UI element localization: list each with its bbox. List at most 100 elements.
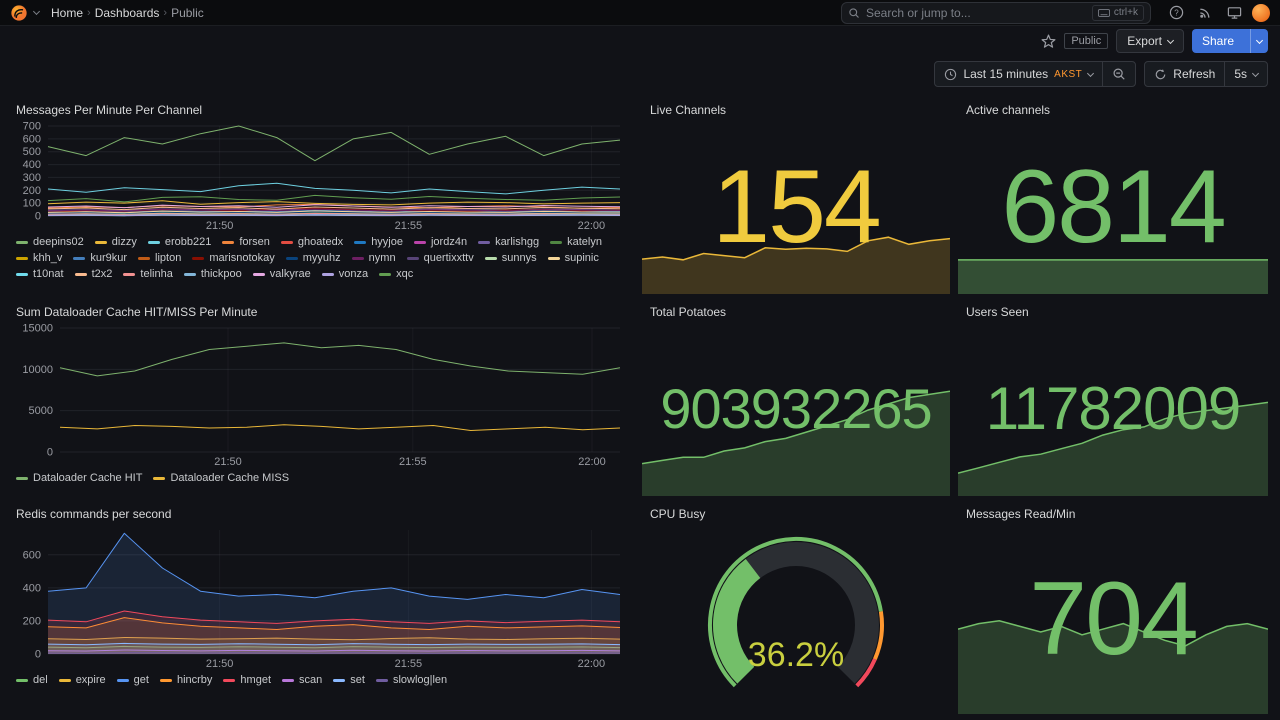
legend-item[interactable]: lipton: [138, 252, 181, 265]
legend-item[interactable]: hincrby: [159, 674, 212, 687]
svg-text:300: 300: [23, 172, 41, 184]
legend-series-color: [183, 273, 196, 276]
legend-series-color: [147, 241, 160, 244]
share-button[interactable]: Share: [1191, 29, 1268, 53]
panel-total-potatoes: Total Potatoes 903932265: [642, 298, 950, 496]
org-switcher-caret-icon[interactable]: [32, 7, 41, 16]
panel-title[interactable]: Redis commands per second: [16, 507, 172, 521]
legend-item[interactable]: jordz4n: [413, 236, 467, 249]
timeseries-chart[interactable]: 0 100 200 300 400 500 600 700 21:50 21:55 22:00: [16, 120, 626, 232]
panel-title[interactable]: Users Seen: [966, 305, 1029, 319]
legend-item[interactable]: get: [116, 674, 149, 687]
svg-text:0: 0: [47, 447, 53, 459]
legend-series-label: karlishgg: [495, 236, 540, 248]
sparkline: [958, 258, 1268, 294]
legend-item[interactable]: deepins02: [16, 236, 84, 249]
legend-series-label: deepins02: [33, 236, 84, 248]
panel-title[interactable]: CPU Busy: [650, 507, 706, 521]
legend-series-label: telinha: [140, 268, 173, 280]
legend-series-color: [16, 477, 28, 480]
user-avatar[interactable]: [1252, 3, 1270, 22]
help-icon[interactable]: ?: [1169, 5, 1184, 20]
panel-title[interactable]: Sum Dataloader Cache HIT/MISS Per Minute: [16, 305, 258, 319]
legend-item[interactable]: hyyjoe: [354, 236, 403, 249]
svg-text:400: 400: [23, 582, 41, 594]
legend-series-label: slowlog|len: [392, 674, 448, 686]
legend-item[interactable]: erobb221: [147, 236, 212, 249]
legend-item[interactable]: sunnys: [484, 252, 537, 265]
legend-series-label: forsen: [239, 236, 270, 248]
legend-item[interactable]: vonza: [321, 268, 368, 281]
legend-item[interactable]: xqc: [379, 268, 413, 281]
export-button[interactable]: Export: [1116, 29, 1184, 53]
keyboard-icon: [1097, 8, 1110, 17]
visibility-badge: Public: [1064, 33, 1109, 49]
refresh-interval-picker[interactable]: 5s: [1224, 62, 1267, 86]
timeseries-chart[interactable]: 0 200 400 600 21:50 21:55 22:00: [16, 524, 626, 670]
legend-item[interactable]: telinha: [123, 268, 173, 281]
panel-title[interactable]: Messages Per Minute Per Channel: [16, 103, 203, 117]
legend-item[interactable]: kur9kur: [73, 252, 127, 265]
legend-series-label: erobb221: [164, 236, 212, 248]
legend-item[interactable]: scan: [282, 674, 322, 687]
legend-item[interactable]: dizzy: [94, 236, 137, 249]
share-menu-caret[interactable]: [1250, 29, 1268, 53]
refresh-group: Refresh 5s: [1144, 61, 1268, 87]
legend-item[interactable]: thickpoo: [183, 268, 242, 281]
legend-item[interactable]: myyuhz: [285, 252, 341, 265]
search-input[interactable]: [866, 5, 1086, 20]
svg-text:5000: 5000: [29, 405, 53, 417]
legend-item[interactable]: slowlog|len: [375, 674, 448, 687]
legend-item[interactable]: katelyn: [550, 236, 602, 249]
refresh-label: Refresh: [1173, 67, 1216, 81]
legend-item[interactable]: set: [333, 674, 365, 687]
search-box[interactable]: ctrl+k: [841, 1, 1151, 24]
news-icon[interactable]: [1198, 5, 1213, 20]
legend-item[interactable]: nymn: [351, 252, 396, 265]
legend-series-label: t2x2: [91, 268, 113, 280]
time-range-picker[interactable]: Last 15 minutes AKST: [935, 62, 1102, 86]
legend-series-color: [354, 241, 367, 244]
legend-series-color: [16, 241, 28, 244]
breadcrumb-dashboards[interactable]: Dashboards: [94, 5, 160, 20]
legend-item[interactable]: t2x2: [74, 268, 113, 281]
legend-item[interactable]: khh_v: [16, 252, 62, 265]
timeseries-chart[interactable]: 0 5000 10000 15000 21:50 21:55 22:00: [16, 322, 626, 468]
legend-item[interactable]: Dataloader Cache HIT: [16, 472, 142, 485]
legend-item[interactable]: hmget: [223, 674, 271, 687]
star-icon[interactable]: [1041, 34, 1056, 49]
legend-item[interactable]: marisnotokay: [192, 252, 275, 265]
legend-series-label: ghoatedx: [297, 236, 344, 248]
legend-series-color: [73, 257, 86, 260]
legend-item[interactable]: forsen: [222, 236, 270, 249]
legend-item[interactable]: expire: [58, 674, 106, 687]
panel-title[interactable]: Messages Read/Min: [966, 507, 1076, 521]
legend-series-color: [413, 241, 426, 244]
refresh-button[interactable]: Refresh: [1145, 62, 1224, 86]
legend-item[interactable]: del: [16, 674, 48, 687]
chevron-down-icon: [1087, 69, 1095, 77]
legend-item[interactable]: Dataloader Cache MISS: [153, 472, 289, 485]
legend-item[interactable]: supinic: [547, 252, 599, 265]
legend-series-color: [252, 273, 265, 276]
zoom-out-icon: [1113, 68, 1125, 80]
panel-title[interactable]: Active channels: [966, 103, 1051, 117]
legend-item[interactable]: t10nat: [16, 268, 64, 281]
share-label[interactable]: Share: [1201, 34, 1234, 48]
legend-series-label: thickpoo: [200, 268, 242, 280]
legend-item[interactable]: karlishgg: [478, 236, 539, 249]
chart-legend: Dataloader Cache HIT Dataloader Cache MIS…: [8, 468, 634, 489]
grafana-logo[interactable]: [10, 4, 28, 22]
panel-title[interactable]: Total Potatoes: [650, 305, 727, 319]
svg-text:600: 600: [23, 133, 41, 145]
zoom-out-button[interactable]: [1102, 62, 1135, 86]
legend-item[interactable]: valkyrae: [252, 268, 311, 281]
display-icon[interactable]: [1227, 5, 1242, 20]
breadcrumb-current[interactable]: Public: [171, 5, 204, 20]
legend-item[interactable]: quertixxttv: [406, 252, 474, 265]
legend-series-label: expire: [75, 674, 106, 686]
breadcrumb-home[interactable]: Home: [51, 5, 84, 20]
panel-title[interactable]: Live Channels: [650, 103, 727, 117]
legend-item[interactable]: ghoatedx: [280, 236, 344, 249]
svg-text:0: 0: [35, 211, 41, 223]
